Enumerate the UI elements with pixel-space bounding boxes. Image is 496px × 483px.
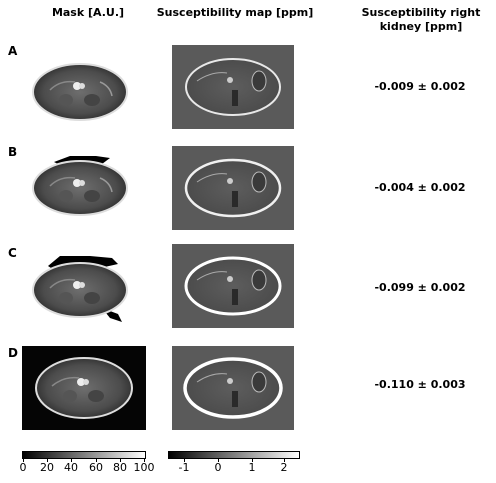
kidney-value-c: -0.099 ± 0.002 [374, 281, 466, 294]
mask-tick-80: 80 [113, 461, 127, 474]
mask-image-d [22, 346, 146, 430]
susceptibility-tick-0: 0 [214, 461, 222, 474]
mask-tick-60: 60 [89, 461, 103, 474]
susceptibility-tick-minus-1: -1 [178, 461, 190, 474]
kidney-column-header: Susceptibility right kidney [ppm] [361, 6, 481, 33]
row-label-c: C [8, 246, 17, 260]
mask-tick-40: 40 [64, 461, 78, 474]
kidney-value-b: -0.004 ± 0.002 [374, 181, 466, 194]
row-label-d: D [8, 346, 18, 360]
mask-image-b [32, 156, 128, 216]
susceptibility-map-a [172, 45, 294, 129]
mask-tick-0: 0 [19, 461, 27, 474]
row-label-a: A [8, 44, 18, 58]
susceptibility-map-b [172, 146, 294, 230]
mask-image-c [32, 256, 128, 322]
kidney-value-a: -0.009 ± 0.002 [374, 80, 466, 93]
mask-column-header: Mask [A.U.] [51, 6, 125, 19]
row-label-b: B [8, 145, 18, 159]
mask-image-a [32, 63, 128, 121]
kidney-value-d: -0.110 ± 0.003 [374, 378, 466, 391]
susceptibility-colorbar: -1 0 1 2 [168, 451, 300, 477]
mask-colorbar: 0 20 40 60 80 100 [19, 451, 155, 477]
mask-tick-20: 20 [40, 461, 54, 474]
susceptibility-tick-1: 1 [248, 461, 256, 474]
susceptibility-tick-2: 2 [280, 461, 288, 474]
susceptibility-map-c [172, 244, 294, 328]
mask-tick-100: 100 [133, 461, 155, 474]
susceptibility-colorbar-gradient [168, 451, 300, 459]
susceptibility-map-d [172, 346, 294, 430]
susceptibility-column-header: Susceptibility map [ppm] [156, 6, 314, 19]
mask-colorbar-gradient [22, 451, 146, 459]
